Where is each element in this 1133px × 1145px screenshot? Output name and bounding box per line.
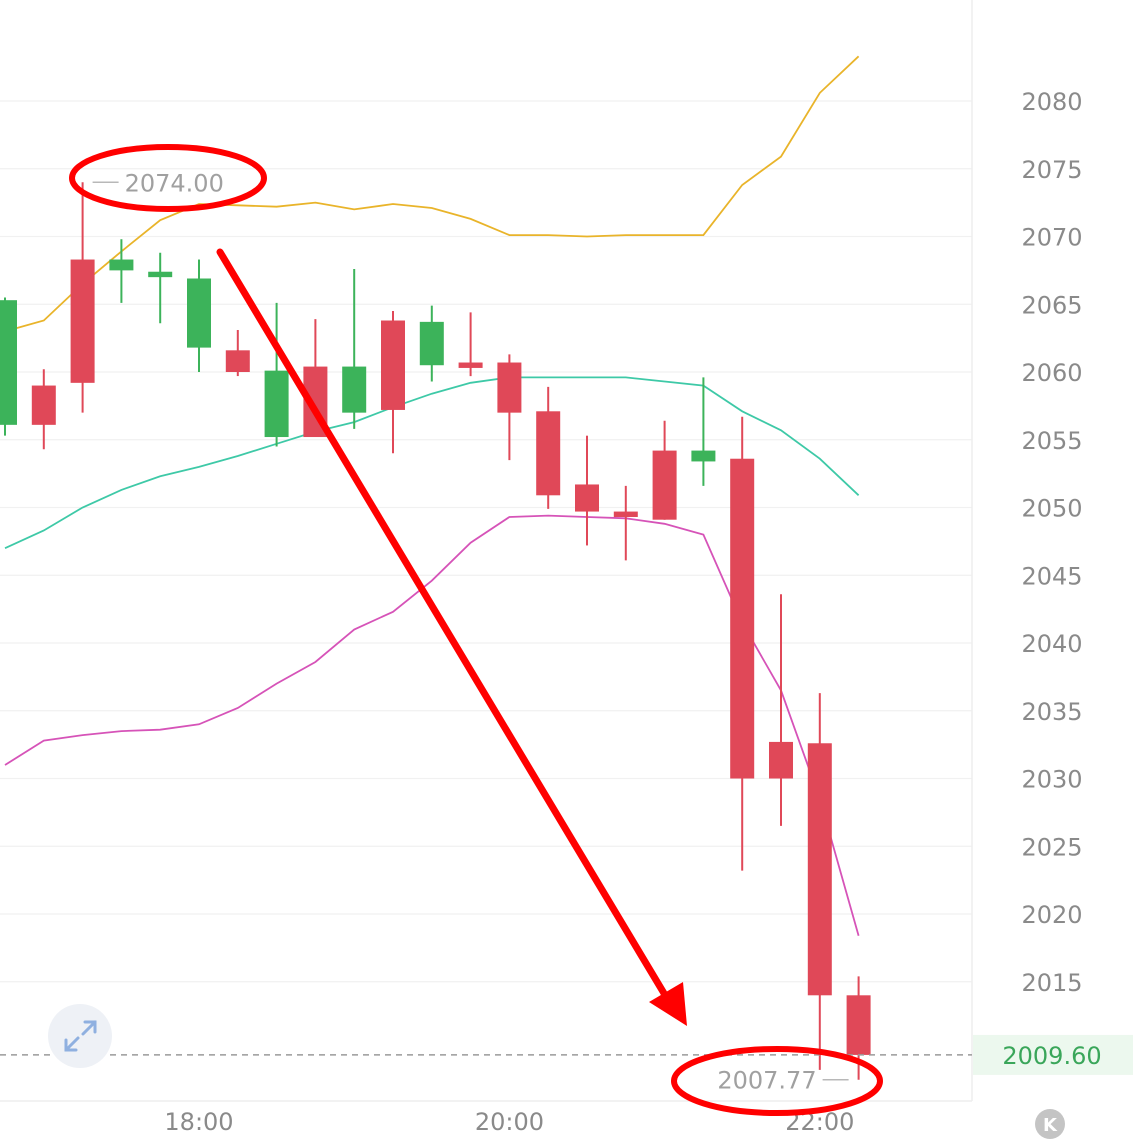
high-annotation-circle [69, 144, 267, 212]
price-tick-label: 2035 [1021, 698, 1082, 726]
candle-body [458, 362, 483, 368]
upper-band-line [4, 55, 860, 333]
bullish-candle [148, 252, 173, 324]
bearish-candle [807, 693, 832, 1070]
down-trend-arrow-head [649, 982, 687, 1026]
candle-body [0, 300, 17, 425]
candle-body [31, 385, 56, 425]
price-tick-label: 2080 [1021, 88, 1082, 116]
bullish-candle [691, 377, 716, 486]
candle-body [148, 271, 173, 278]
bullish-candle [0, 297, 17, 436]
bullish-candle [264, 302, 289, 447]
bullish-candle [419, 305, 444, 382]
candle-body [225, 350, 250, 372]
expand-button-bg[interactable] [48, 1004, 112, 1068]
bearish-candle [497, 354, 522, 461]
bullish-candle [187, 259, 211, 372]
bearish-candle [536, 386, 561, 509]
price-axis: 2080 2075 2070 2065 2060 2055 2050 2045 2040 2035… [1021, 88, 1082, 997]
candle-body [264, 370, 289, 438]
middle-band-line [4, 376, 860, 550]
bearish-candle [225, 329, 250, 377]
low-annotation-circle [671, 1046, 883, 1116]
bearish-candle [458, 312, 483, 377]
lower-band-line [4, 514, 860, 936]
time-tick-label: 18:00 [164, 1108, 233, 1136]
bearish-candle [70, 182, 95, 413]
candle-body [807, 743, 832, 996]
bullish-candle [109, 239, 134, 303]
price-tick-label: 2015 [1021, 969, 1082, 997]
price-tick-label: 2055 [1021, 427, 1082, 455]
bearish-candle [575, 435, 599, 546]
candle-body [109, 259, 134, 271]
bollinger-bands [4, 55, 860, 936]
k-badge-bg[interactable] [1035, 1109, 1065, 1139]
last-price-badge [973, 1034, 1133, 1075]
last-price-label: 2009.60 [1002, 1042, 1101, 1070]
expand-button[interactable] [48, 1004, 112, 1068]
high-price-label: 2074.00 [125, 169, 224, 197]
candle-body [536, 411, 561, 496]
candle-body [691, 450, 716, 462]
bearish-candle [769, 594, 793, 826]
candles [0, 182, 871, 1080]
down-trend-arrow-shaft [216, 248, 672, 1004]
low-price-label: 2007.77 [717, 1067, 816, 1095]
price-tick-label: 2020 [1021, 901, 1082, 929]
price-tick-label: 2045 [1021, 562, 1082, 590]
price-tick-label: 2075 [1021, 156, 1082, 184]
candle-body [769, 741, 793, 779]
price-tick-label: 2050 [1021, 495, 1082, 523]
bearish-candle [31, 369, 56, 450]
candle-body [575, 484, 599, 512]
bearish-candle [613, 485, 638, 561]
bearish-candle [652, 420, 677, 520]
bearish-candle [381, 311, 405, 454]
candle-body [613, 511, 638, 517]
expand-arrows-icon [64, 1020, 97, 1052]
candle-body [70, 259, 95, 383]
bearish-candle [730, 416, 755, 871]
price-tick-label: 2040 [1021, 630, 1082, 658]
time-tick-label: 20:00 [475, 1108, 544, 1136]
candle-body [342, 366, 367, 413]
time-axis: 18:00 20:00 22:00 [164, 1108, 854, 1136]
candle-body [730, 458, 755, 779]
candle-body [381, 320, 405, 410]
candle-body [187, 278, 211, 348]
candle-body [846, 995, 871, 1055]
candle-body [652, 450, 677, 520]
price-tick-label: 2025 [1021, 833, 1082, 861]
k-badge[interactable]: K [1035, 1109, 1065, 1139]
price-tick-label: 2060 [1021, 359, 1082, 387]
candle-body [497, 362, 522, 413]
price-tick-label: 2070 [1021, 224, 1082, 252]
price-tick-label: 2065 [1021, 291, 1082, 319]
price-tick-label: 2030 [1021, 766, 1082, 794]
candle-body [419, 321, 444, 366]
k-badge-label: K [1043, 1115, 1058, 1136]
bullish-candle [342, 269, 367, 429]
